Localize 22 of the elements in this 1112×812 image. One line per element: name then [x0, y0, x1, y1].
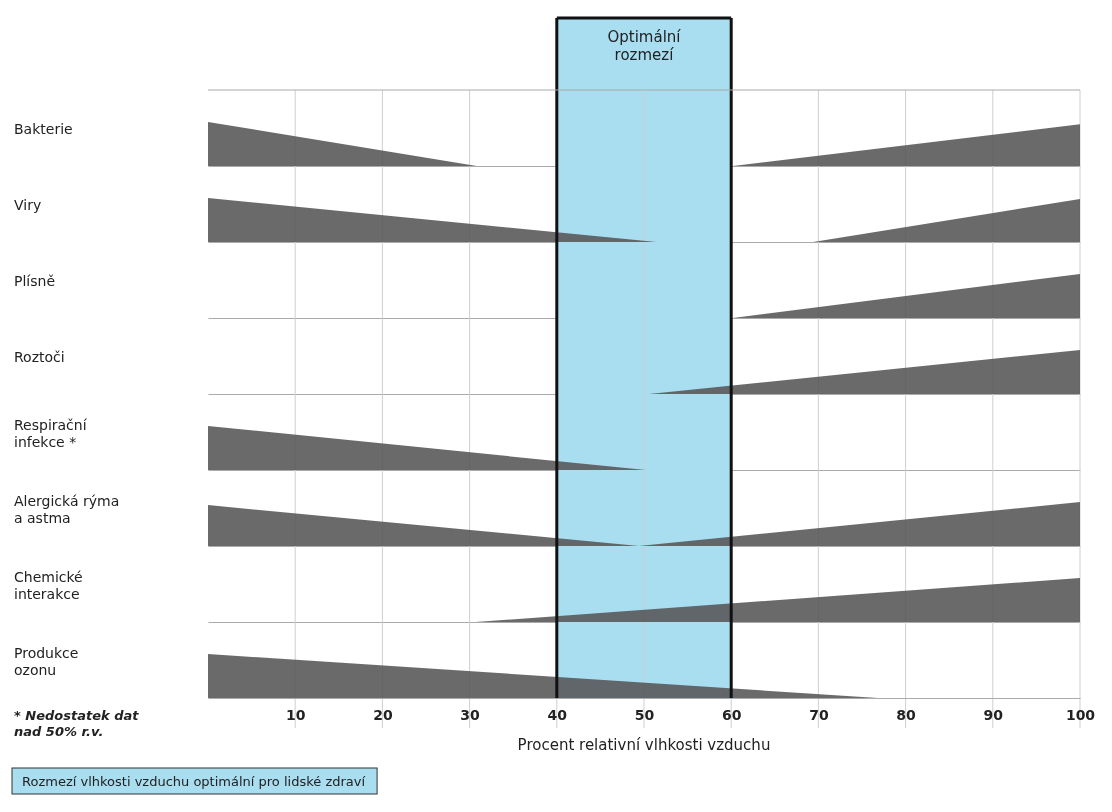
- x-tick-label: 60: [721, 706, 742, 723]
- x-tick-label: 40: [547, 706, 568, 723]
- y-axis-title: Bakterie: [14, 121, 73, 137]
- text: * Nedostatek dat nad 50% r.v.: [14, 708, 140, 739]
- y-axis-title: Viry: [14, 197, 42, 213]
- x-tick-label: 10: [285, 706, 306, 723]
- x-tick-label: 90: [983, 706, 1004, 723]
- x-axis-title: Procent relativní vlhkosti vzduchu: [517, 736, 771, 754]
- y-axis-title: Chemické interakce: [14, 569, 83, 602]
- y-axis-title: Roztoči: [14, 349, 65, 365]
- x-tick-label: 100: [1065, 706, 1096, 723]
- band-label: Optimální rozmezí: [607, 28, 682, 64]
- x-tick-label: 80: [896, 706, 917, 723]
- y-axis-title: Respirační infekce *: [14, 417, 88, 450]
- y-axis-title: Produkce ozonu: [14, 645, 79, 678]
- x-tick-label: 30: [460, 706, 481, 723]
- x-tick-label: 20: [373, 706, 393, 723]
- x-tick-label: 70: [809, 706, 829, 723]
- text: Rozmezí vlhkosti vzduchu optimální pro lidské zdraví: [22, 774, 366, 789]
- y-axis-title: Plísně: [14, 273, 56, 289]
- y-axis-title: Alergická rýma a astma: [14, 493, 120, 526]
- x-tick-label: 50: [634, 706, 655, 723]
